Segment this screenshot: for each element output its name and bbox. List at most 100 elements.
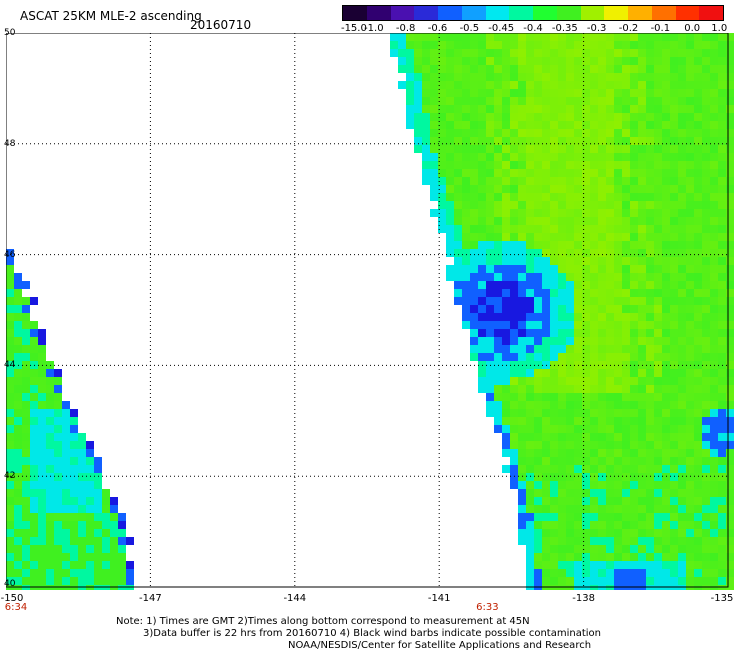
wind-cell [718, 265, 726, 273]
wind-cell [14, 289, 22, 297]
wind-cell [510, 129, 518, 137]
wind-cell [726, 481, 734, 489]
wind-cell [582, 193, 590, 201]
wind-cell [646, 417, 654, 425]
wind-cell [550, 185, 558, 193]
wind-cell [590, 49, 598, 57]
wind-cell [718, 441, 726, 449]
wind-cell [702, 297, 710, 305]
wind-cell [518, 297, 526, 305]
wind-cell [670, 209, 678, 217]
wind-cell [78, 529, 86, 537]
wind-cell [670, 569, 678, 577]
wind-cell [54, 441, 62, 449]
wind-cell [574, 545, 582, 553]
wind-cell [718, 153, 726, 161]
wind-cell [718, 545, 726, 553]
wind-cell [678, 345, 686, 353]
wind-cell [654, 233, 662, 241]
wind-cell [86, 529, 94, 537]
wind-cell [662, 417, 670, 425]
wind-cell [630, 409, 638, 417]
wind-cell [726, 329, 734, 337]
wind-cell [646, 121, 654, 129]
wind-cell [566, 193, 574, 201]
wind-cell [574, 465, 582, 473]
wind-cell [414, 121, 422, 129]
wind-cell [46, 457, 54, 465]
wind-cell [494, 409, 502, 417]
wind-cell [622, 393, 630, 401]
wind-cell [550, 449, 558, 457]
wind-cell [534, 153, 542, 161]
wind-cell [486, 321, 494, 329]
wind-cell [518, 145, 526, 153]
wind-cell [582, 441, 590, 449]
wind-cell [590, 433, 598, 441]
wind-cell [478, 249, 486, 257]
wind-cell [542, 321, 550, 329]
wind-cell [630, 473, 638, 481]
wind-cell [494, 385, 502, 393]
wind-cell [558, 145, 566, 153]
wind-cell [550, 281, 558, 289]
wind-cell [390, 41, 398, 49]
wind-cell [414, 129, 422, 137]
wind-cell [550, 89, 558, 97]
wind-cell [38, 545, 46, 553]
wind-cell [438, 65, 446, 73]
wind-cell [526, 577, 534, 585]
wind-cell [622, 417, 630, 425]
wind-cell [606, 441, 614, 449]
wind-cell [678, 217, 686, 225]
wind-cell [566, 273, 574, 281]
wind-cell [726, 121, 734, 129]
wind-cell [606, 521, 614, 529]
longitude-label: -138 [572, 593, 595, 604]
wind-cell [654, 305, 662, 313]
wind-cell [622, 265, 630, 273]
wind-cell [494, 393, 502, 401]
wind-cell [670, 473, 678, 481]
wind-cell [614, 153, 622, 161]
wind-cell [582, 49, 590, 57]
wind-cell [54, 457, 62, 465]
wind-cell [494, 265, 502, 273]
wind-cell [646, 73, 654, 81]
wind-cell [726, 393, 734, 401]
wind-cell [678, 465, 686, 473]
wind-cell [582, 537, 590, 545]
wind-cell [582, 41, 590, 49]
wind-cell [86, 561, 94, 569]
wind-cell [494, 289, 502, 297]
wind-cell [526, 241, 534, 249]
wind-cell [710, 289, 718, 297]
wind-cell [38, 409, 46, 417]
wind-cell [678, 313, 686, 321]
wind-cell [726, 33, 734, 41]
wind-cell [550, 521, 558, 529]
wind-cell [542, 153, 550, 161]
wind-cell [718, 113, 726, 121]
wind-cell [662, 577, 670, 585]
wind-cell [574, 65, 582, 73]
wind-cell [502, 81, 510, 89]
wind-cell [662, 113, 670, 121]
wind-cell [702, 497, 710, 505]
wind-cell [14, 393, 22, 401]
wind-cell [510, 345, 518, 353]
wind-cell [606, 289, 614, 297]
wind-cell [646, 569, 654, 577]
wind-cell [526, 505, 534, 513]
wind-cell [606, 497, 614, 505]
wind-cell [542, 313, 550, 321]
wind-cell [686, 57, 694, 65]
wind-cell [62, 441, 70, 449]
wind-cell [710, 57, 718, 65]
wind-cell [518, 449, 526, 457]
wind-cell [30, 481, 38, 489]
wind-cell [518, 33, 526, 41]
wind-cell [14, 513, 22, 521]
wind-cell [534, 441, 542, 449]
wind-cell [694, 513, 702, 521]
